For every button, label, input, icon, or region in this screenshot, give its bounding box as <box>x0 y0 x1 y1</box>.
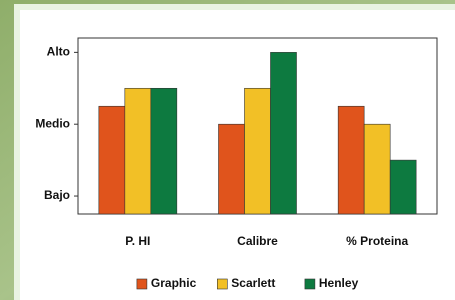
y-tick-label: Bajo <box>44 188 70 202</box>
x-tick-label: % Proteina <box>346 234 408 248</box>
x-tick-label: P. HI <box>125 234 150 248</box>
bar <box>338 106 364 214</box>
legend-label: Graphic <box>151 276 197 290</box>
y-tick-label: Medio <box>35 116 70 130</box>
chart: Bajo Medio Alto P. HI Calibre % Proteina Graph… <box>0 0 455 300</box>
bar <box>245 88 271 214</box>
legend-swatch <box>137 279 147 289</box>
legend-label: Scarlett <box>231 276 275 290</box>
y-tick-label: Alto <box>47 45 70 59</box>
legend-swatch <box>217 279 227 289</box>
bar <box>219 124 245 214</box>
bar <box>364 124 390 214</box>
bar <box>125 88 151 214</box>
bar <box>271 52 297 214</box>
bar <box>99 106 125 214</box>
bar <box>390 160 416 214</box>
x-tick-label: Calibre <box>237 234 278 248</box>
bar <box>151 88 177 214</box>
legend-swatch <box>305 279 315 289</box>
legend-label: Henley <box>319 276 359 290</box>
